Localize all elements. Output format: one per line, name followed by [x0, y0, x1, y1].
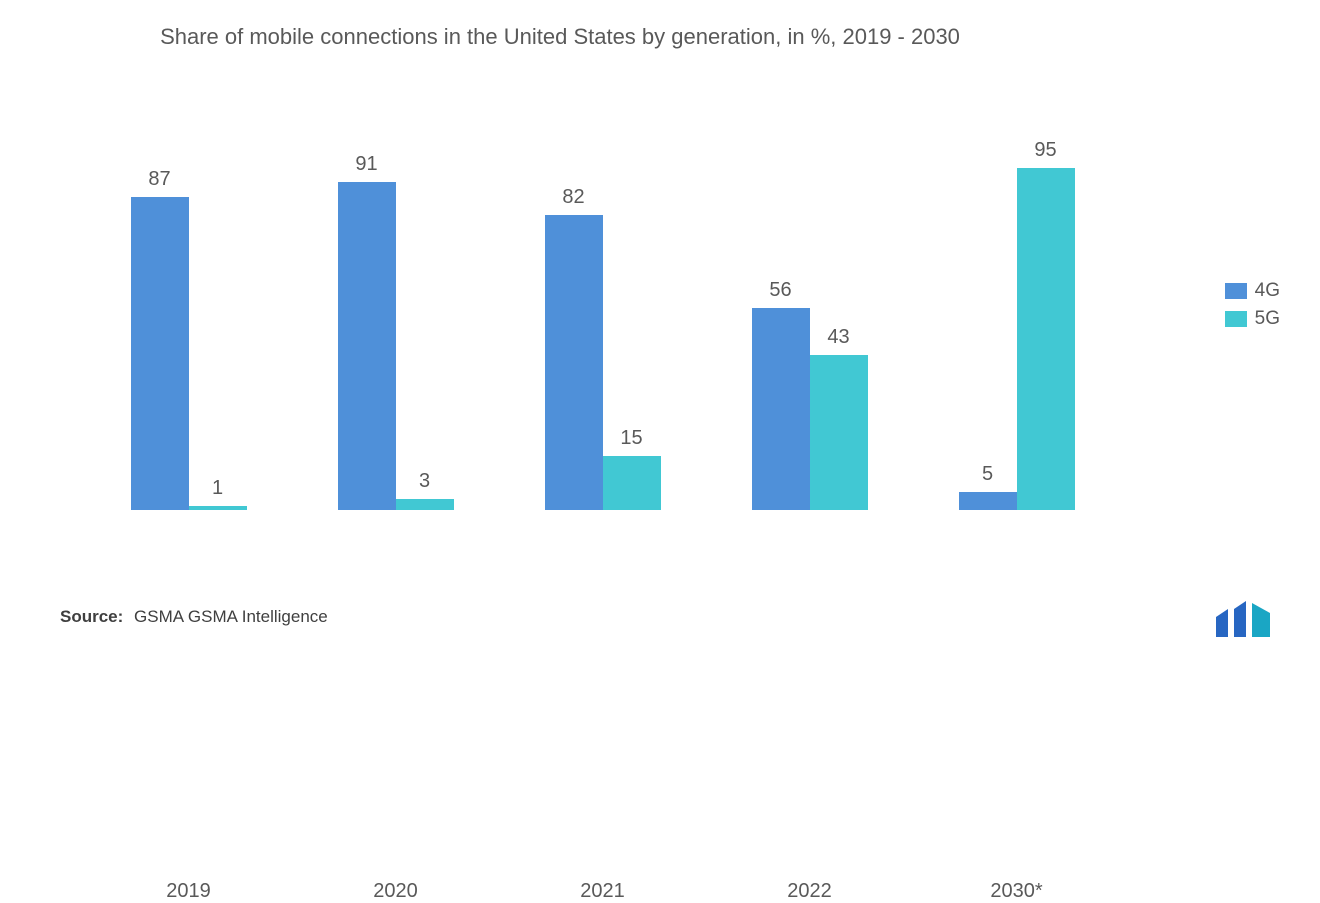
bar-value-label: 5 [959, 463, 1017, 486]
category-label: 2020 [292, 880, 499, 903]
legend-item-4g: 4G [1225, 280, 1280, 302]
source-label: Source: [60, 607, 123, 626]
chart-title: Share of mobile connections in the Unite… [0, 22, 1120, 52]
bar-5g [603, 456, 661, 510]
bar-4g [959, 492, 1017, 510]
source-line: Source: GSMA GSMA Intelligence [60, 607, 328, 627]
legend: 4G 5G [1225, 280, 1280, 336]
bar-5g [1017, 168, 1075, 510]
category-label: 2022 [706, 880, 913, 903]
legend-label-4g: 4G [1255, 280, 1280, 302]
bar-5g [810, 355, 868, 510]
legend-item-5g: 5G [1225, 308, 1280, 330]
bar-value-label: 91 [338, 153, 396, 176]
bar-value-label: 87 [131, 168, 189, 191]
legend-swatch-4g [1225, 283, 1247, 299]
legend-label-5g: 5G [1255, 308, 1280, 330]
chart-plot-area: 8712019913202082152021564320225952030* [85, 150, 1120, 510]
bar-value-label: 1 [189, 477, 247, 500]
source-text: GSMA GSMA Intelligence [134, 607, 328, 626]
bar-4g [338, 182, 396, 510]
bar-value-label: 3 [396, 470, 454, 493]
bar-4g [131, 197, 189, 510]
category-label: 2030* [913, 880, 1120, 903]
bar-value-label: 82 [545, 186, 603, 209]
brand-logo-icon [1212, 599, 1272, 637]
bar-value-label: 15 [603, 427, 661, 450]
bar-5g [189, 506, 247, 510]
chart-container: Share of mobile connections in the Unite… [0, 0, 1320, 665]
bar-value-label: 56 [752, 279, 810, 302]
legend-swatch-5g [1225, 311, 1247, 327]
category-label: 2021 [499, 880, 706, 903]
category-label: 2019 [85, 880, 292, 903]
bar-4g [752, 308, 810, 510]
bar-value-label: 43 [810, 326, 868, 349]
bar-4g [545, 215, 603, 510]
bar-5g [396, 499, 454, 510]
bar-value-label: 95 [1017, 139, 1075, 162]
